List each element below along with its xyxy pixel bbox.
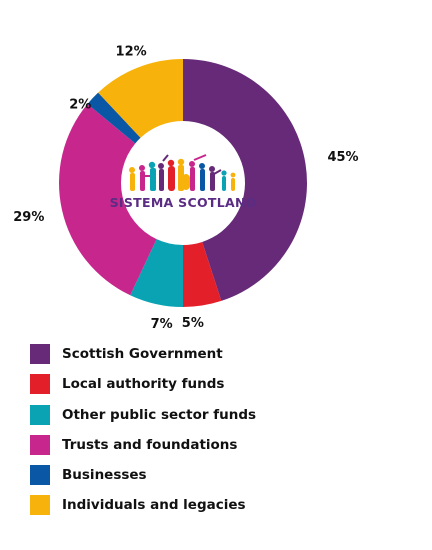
legend-label: Scottish Government xyxy=(62,346,223,362)
legend-label: Trusts and foundations xyxy=(62,436,238,453)
pct-label-trusts-and-foundations: 29% xyxy=(13,210,44,225)
slice-individuals-and-legacies xyxy=(98,59,183,138)
legend-label: Businesses xyxy=(62,467,147,484)
slice-trusts-and-foundations xyxy=(58,103,157,296)
legend-item-scottish-government: Scottish Government xyxy=(30,344,256,364)
legend-swatch xyxy=(30,465,50,486)
legend-item-trusts-and-foundations: Trusts and foundations xyxy=(30,434,256,455)
donut-slices xyxy=(58,59,307,307)
chart-legend: Scottish Government Local authority funds… xyxy=(30,344,256,526)
pct-label-businesses: 2% xyxy=(69,98,91,113)
legend-swatch xyxy=(30,344,50,364)
legend-swatch xyxy=(30,434,50,455)
logo-text: SISTEMA SCOTLAND xyxy=(110,195,257,210)
legend-label: Local authority funds xyxy=(62,376,225,393)
legend-item-individuals-and-legacies: Individuals and legacies xyxy=(30,495,256,516)
legend-item-local-authority-funds: Local authority funds xyxy=(30,374,256,395)
pct-label-individuals-and-legacies: 12% xyxy=(116,44,147,59)
legend-item-other-public-sector-funds: Other public sector funds xyxy=(30,404,257,425)
donut-chart: 45% 5% 7% 29% 2% 12% xyxy=(13,44,358,331)
legend-item-businesses: Businesses xyxy=(30,465,256,486)
legend-label: Individuals and legacies xyxy=(62,497,246,514)
musician-figures-graphic xyxy=(129,154,236,191)
legend-swatch xyxy=(30,374,50,395)
pct-label-scottish-government: 45% xyxy=(327,150,358,165)
legend-label: Other public sector funds xyxy=(62,406,257,423)
pct-label-local-authority-funds: 5% xyxy=(182,316,204,331)
slice-scottish-government xyxy=(183,59,307,301)
percentage-labels: 45% 5% 7% 29% 2% 12% xyxy=(13,44,358,331)
sistema-scotland-logo: SISTEMA SCOTLAND xyxy=(110,154,257,210)
slice-local-authority-funds xyxy=(183,241,222,307)
legend-swatch xyxy=(30,495,50,516)
legend-swatch xyxy=(30,404,50,425)
pct-label-other-public-sector-funds: 7% xyxy=(151,317,173,332)
slice-businesses xyxy=(87,92,141,144)
slice-other-public-sector-funds xyxy=(130,239,183,307)
